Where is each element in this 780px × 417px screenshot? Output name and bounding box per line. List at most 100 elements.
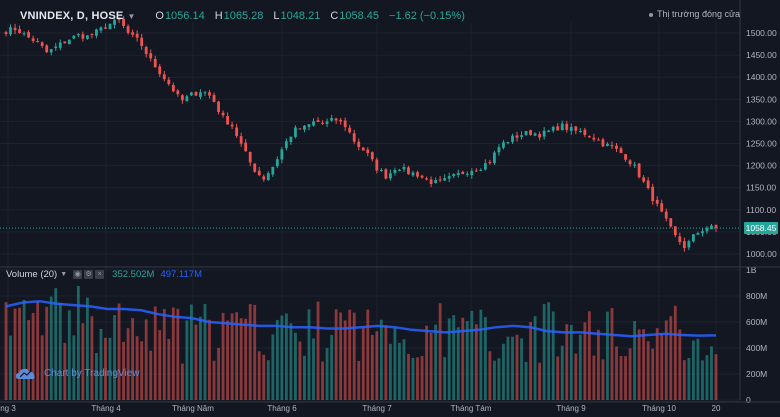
volume-bar[interactable] <box>352 312 356 400</box>
candle[interactable] <box>646 180 650 189</box>
candle[interactable] <box>615 145 618 149</box>
volume-bar[interactable] <box>524 361 528 400</box>
candle[interactable] <box>158 66 162 75</box>
candle[interactable] <box>294 127 297 137</box>
volume-bar[interactable] <box>36 301 40 400</box>
candle[interactable] <box>388 173 392 179</box>
volume-bar[interactable] <box>361 327 365 400</box>
volume-bar[interactable] <box>212 360 216 400</box>
candle[interactable] <box>9 27 12 35</box>
candle[interactable] <box>149 53 153 59</box>
candle[interactable] <box>63 41 67 44</box>
candle[interactable] <box>669 218 673 227</box>
candle[interactable] <box>420 175 424 178</box>
volume-bar[interactable] <box>194 324 198 400</box>
candle[interactable] <box>556 126 560 131</box>
candle[interactable] <box>40 42 44 47</box>
volume-bar[interactable] <box>701 360 704 400</box>
candle[interactable] <box>610 145 614 147</box>
volume-bar[interactable] <box>99 328 103 400</box>
candle[interactable] <box>253 163 257 172</box>
volume-bar[interactable] <box>691 340 695 400</box>
candle[interactable] <box>547 130 551 132</box>
volume-bar[interactable] <box>597 329 600 400</box>
volume-bar[interactable] <box>388 343 392 400</box>
candle[interactable] <box>520 135 523 137</box>
volume-bar[interactable] <box>248 304 252 400</box>
volume-bar[interactable] <box>113 315 116 400</box>
tradingview-branding[interactable]: Chart by TradingView <box>16 367 139 380</box>
candle[interactable] <box>592 137 596 140</box>
candle[interactable] <box>31 38 35 42</box>
volume-bar[interactable] <box>610 308 614 400</box>
candle[interactable] <box>76 34 80 36</box>
volume-bar[interactable] <box>488 351 492 400</box>
candle[interactable] <box>696 233 700 235</box>
volume-bar[interactable] <box>511 336 514 400</box>
candle[interactable] <box>710 225 713 230</box>
candle[interactable] <box>4 32 8 34</box>
candle[interactable] <box>493 152 496 164</box>
candle[interactable] <box>321 122 324 124</box>
volume-bar[interactable] <box>592 355 596 400</box>
candle[interactable] <box>384 169 388 179</box>
candle[interactable] <box>131 32 135 35</box>
candle[interactable] <box>483 163 487 170</box>
candle[interactable] <box>664 211 668 219</box>
volume-bar[interactable] <box>81 323 85 400</box>
volume-bar[interactable] <box>615 346 618 400</box>
volume-bar[interactable] <box>76 285 80 400</box>
volume-bar[interactable] <box>682 360 686 400</box>
candle[interactable] <box>162 74 166 80</box>
volume-bar[interactable] <box>606 311 609 400</box>
candle[interactable] <box>560 123 564 131</box>
candle[interactable] <box>587 136 591 138</box>
candle[interactable] <box>217 101 220 113</box>
candle[interactable] <box>438 179 442 181</box>
candle[interactable] <box>312 121 315 126</box>
candle[interactable] <box>425 178 428 180</box>
candle[interactable] <box>443 178 447 181</box>
candle[interactable] <box>248 152 252 163</box>
volume-bar[interactable] <box>497 358 501 400</box>
volume-bar[interactable] <box>637 329 641 400</box>
candle[interactable] <box>339 119 343 122</box>
candle[interactable] <box>307 124 311 127</box>
volume-bar[interactable] <box>687 358 691 400</box>
volume-bar[interactable] <box>673 305 677 400</box>
candle[interactable] <box>352 133 356 142</box>
volume-bar[interactable] <box>425 325 428 400</box>
candle[interactable] <box>583 129 587 136</box>
chevron-down-icon[interactable]: ▼ <box>60 271 68 278</box>
candle[interactable] <box>461 171 465 175</box>
volume-bar[interactable] <box>465 321 469 400</box>
candle[interactable] <box>298 128 302 130</box>
candle[interactable] <box>411 172 415 176</box>
candle[interactable] <box>578 130 582 132</box>
candle[interactable] <box>122 18 125 27</box>
volume-bar[interactable] <box>226 320 229 400</box>
candle[interactable] <box>54 46 58 49</box>
candle[interactable] <box>434 180 438 184</box>
candle[interactable] <box>393 169 397 174</box>
candle[interactable] <box>316 120 320 123</box>
volume-bar[interactable] <box>533 316 537 400</box>
candle[interactable] <box>212 94 216 102</box>
volume-bar[interactable] <box>370 334 374 400</box>
candle[interactable] <box>22 33 26 35</box>
candle[interactable] <box>289 136 293 143</box>
volume-bar[interactable] <box>162 309 166 400</box>
volume-bar[interactable] <box>493 360 496 400</box>
volume-bar[interactable] <box>321 361 324 400</box>
candle[interactable] <box>506 142 510 144</box>
candle[interactable] <box>226 115 229 125</box>
volume-bar[interactable] <box>619 355 623 400</box>
candle[interactable] <box>45 45 49 53</box>
candle[interactable] <box>176 90 180 95</box>
candle[interactable] <box>660 203 664 212</box>
candle[interactable] <box>171 84 175 92</box>
volume-bar[interactable] <box>208 319 211 400</box>
candle[interactable] <box>488 162 492 164</box>
candle[interactable] <box>533 133 537 136</box>
